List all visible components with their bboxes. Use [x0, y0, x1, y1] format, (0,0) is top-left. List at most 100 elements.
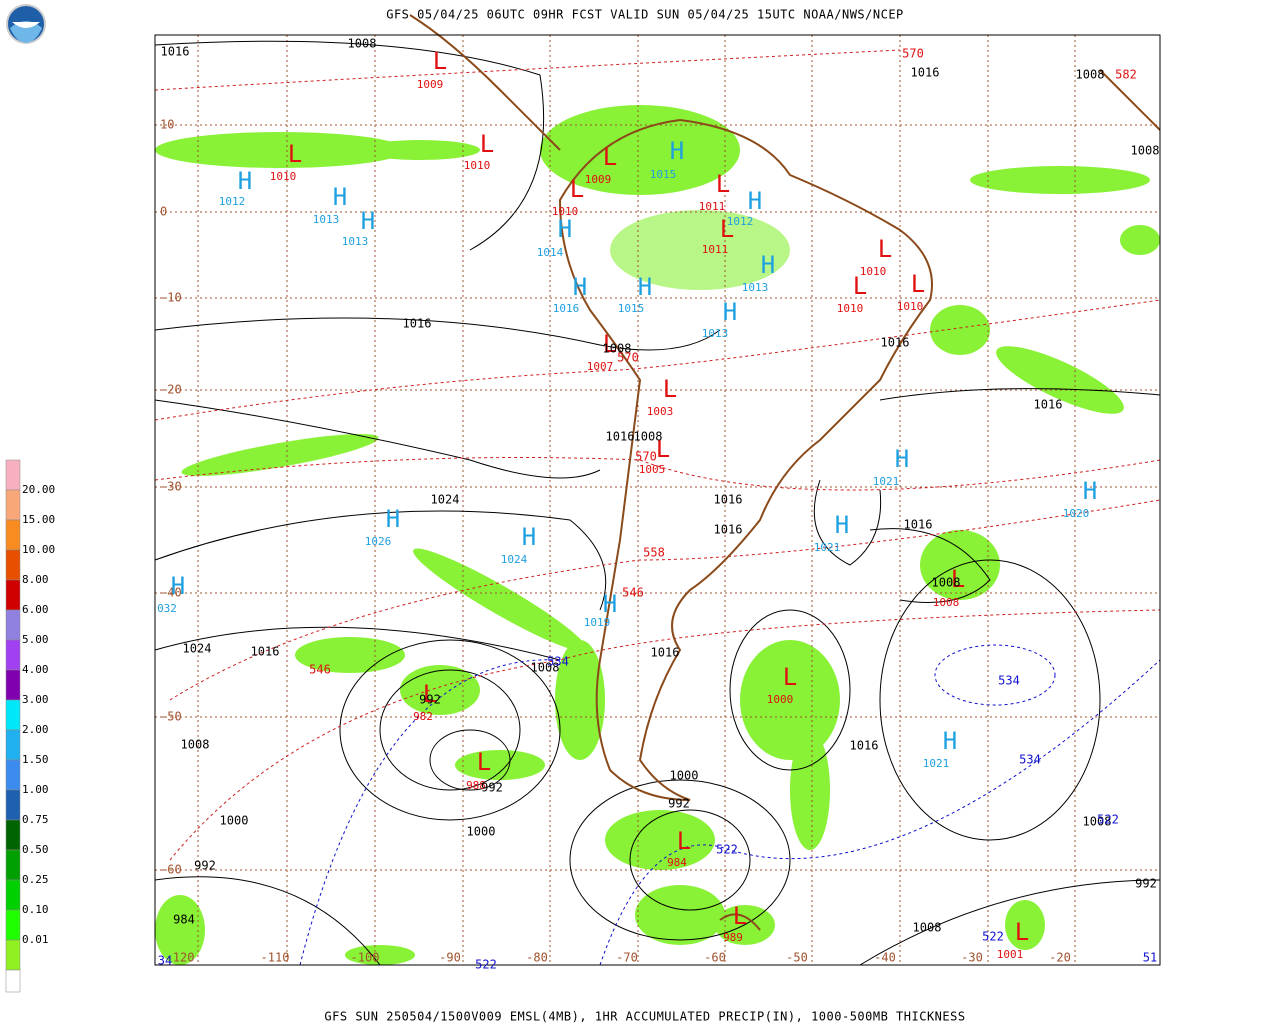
pressure-center-symbol: H: [723, 298, 737, 326]
isobar-label: 1008: [634, 430, 663, 444]
isobar-label: 992: [419, 693, 441, 707]
isobar-label: 992: [1135, 877, 1157, 891]
pressure-center-value: 1020: [1063, 507, 1090, 520]
isobar-label: 1016: [881, 336, 910, 350]
pressure-center-symbol: H: [835, 511, 849, 539]
latitude-label: -30: [160, 480, 182, 494]
pressure-center-value: 1010: [464, 159, 491, 172]
thickness-label: 570: [902, 47, 924, 61]
latitude-label: -50: [160, 710, 182, 724]
latitude-label: 10: [160, 118, 174, 132]
isobar-label: 1016: [850, 739, 879, 753]
pressure-center-symbol: L: [603, 330, 617, 358]
legend-swatch: [5, 939, 21, 971]
longitude-label: -20: [1049, 951, 1071, 965]
longitude-label: -80: [526, 951, 548, 965]
isobar-label: 1016: [251, 645, 280, 659]
thickness-label: 534: [1019, 753, 1041, 767]
isobar-label: 1016: [1034, 398, 1063, 412]
pressure-center-value: 1015: [650, 168, 677, 181]
legend-swatch: [5, 759, 21, 791]
pressure-center-symbol: L: [951, 565, 965, 593]
thickness-label: 582: [1115, 68, 1137, 82]
pressure-center-symbol: L: [663, 375, 677, 403]
pressure-center-value: 1011: [702, 243, 729, 256]
pressure-center-value: 982: [413, 710, 433, 723]
thickness-label: 570: [617, 351, 639, 365]
pressure-center-value: 1019: [584, 616, 611, 629]
isobar-label: 1016: [161, 45, 190, 59]
pressure-center-symbol: L: [720, 215, 734, 243]
latitude-label: -20: [160, 383, 182, 397]
pressure-center-value: 1001: [997, 948, 1024, 961]
legend-swatch: [5, 549, 21, 581]
legend-label: 1.00: [22, 783, 49, 796]
isobar-label: 1016: [904, 518, 933, 532]
pressure-center-value: 1015: [618, 302, 645, 315]
isobar-label: 1016: [714, 523, 743, 537]
pressure-center-value: 1009: [417, 78, 444, 91]
precip-field: [155, 105, 1160, 965]
legend-label: 8.00: [22, 573, 49, 586]
pressure-center-symbol: H: [1083, 477, 1097, 505]
legend-swatch: [5, 819, 21, 851]
pressure-center-value: 1011: [699, 200, 726, 213]
latitude-label: 0: [160, 205, 167, 219]
pressure-center-value: 1021: [814, 541, 841, 554]
pressure-center-value: 988: [466, 779, 486, 792]
pressure-center-symbol: L: [733, 902, 747, 930]
pressure-center-value: 989: [723, 931, 743, 944]
pressure-center-value: 1009: [585, 173, 612, 186]
pressure-center-value: 1010: [552, 205, 579, 218]
coastline: [409, 14, 1161, 931]
thickness-label: 522: [475, 958, 497, 972]
thickness-label: 546: [309, 663, 331, 677]
legend-label: 15.00: [22, 513, 55, 526]
pressure-center-value: 1000: [767, 693, 794, 706]
isobar-label: 1008: [603, 342, 632, 356]
isobar-label: 1000: [467, 825, 496, 839]
thickness-label: 34: [158, 954, 172, 968]
pressure-center-symbol: L: [911, 270, 925, 298]
pressure-center-symbol: H: [573, 273, 587, 301]
isobar-label: 1008: [1131, 144, 1160, 158]
legend-label: 1.50: [22, 753, 49, 766]
pressure-center-symbol: L: [878, 235, 892, 263]
isobar-label: 1008: [348, 37, 377, 51]
map-border: [154, 34, 1161, 966]
thickness-label: 558: [643, 546, 665, 560]
pressure-center-value: 1007: [587, 360, 614, 373]
legend-swatch: [5, 729, 21, 761]
pressure-center-symbol: H: [943, 727, 957, 755]
isobar-label: 1008: [181, 738, 210, 752]
thickness-label: 51: [1143, 951, 1157, 965]
thickness-label: 546: [622, 586, 644, 600]
map-title: GFS 05/04/25 06UTC 09HR FCST VALID SUN 0…: [386, 8, 904, 22]
pressure-center-symbol: L: [477, 748, 491, 776]
thickness-label: 534: [547, 655, 569, 669]
pressure-center-value: 984: [667, 856, 687, 869]
legend-label: 3.00: [22, 693, 49, 706]
pressure-center-symbol: H: [522, 523, 536, 551]
isobars: [154, 40, 1161, 966]
isobar-label: 1008: [913, 921, 942, 935]
latitude-label: -10: [160, 291, 182, 305]
legend-swatch: [5, 849, 21, 881]
isobar-label: 1008: [531, 661, 560, 675]
pressure-center-value: 1013: [702, 327, 729, 340]
pressure-center-symbol: L: [677, 827, 691, 855]
pressure-center-symbol: L: [656, 435, 670, 463]
isobar-label: 1008: [1076, 68, 1105, 82]
isobar-label: 1016: [606, 430, 635, 444]
longitude-label: -50: [786, 951, 808, 965]
pressure-center-symbol: L: [603, 143, 617, 171]
thickness-label: 522: [716, 843, 738, 857]
legend-swatch: [5, 699, 21, 731]
legend-swatch: [5, 459, 21, 491]
pressure-center-value: 032: [157, 602, 177, 615]
longitude-label: -120: [166, 951, 195, 965]
pressure-center-symbol: L: [570, 175, 584, 203]
pressure-center-value: 1021: [873, 475, 900, 488]
lat-lon-grid: [155, 35, 1160, 965]
legend-swatch: [5, 969, 21, 993]
